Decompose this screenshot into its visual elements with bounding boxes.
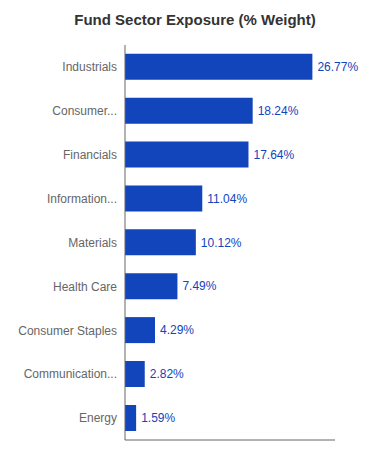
svg-text:7.49%: 7.49% (182, 279, 216, 293)
svg-text:Consumer...: Consumer... (52, 104, 117, 118)
svg-text:2.82%: 2.82% (150, 367, 184, 381)
svg-text:11.04%: 11.04% (207, 192, 247, 206)
svg-text:17.64%: 17.64% (253, 148, 294, 162)
svg-text:Consumer Staples: Consumer Staples (18, 324, 117, 338)
svg-text:Financials: Financials (63, 148, 117, 162)
svg-text:10.12%: 10.12% (201, 236, 242, 250)
svg-text:1.59%: 1.59% (141, 411, 175, 425)
svg-text:Industrials: Industrials (62, 60, 117, 74)
svg-text:4.29%: 4.29% (160, 323, 194, 337)
html-text:Fund Sector Exposure (% Weight: Fund Sector Exposure (% Weight) (74, 11, 316, 28)
svg-text:26.77%: 26.77% (317, 60, 358, 74)
svg-text:Health Care: Health Care (53, 280, 117, 294)
svg-text:Information...: Information... (47, 192, 117, 206)
svg-text:Energy: Energy (79, 411, 117, 425)
svg-text:Communication...: Communication... (24, 367, 117, 381)
svg-text:Materials: Materials (68, 236, 117, 250)
svg-text:18.24%: 18.24% (258, 104, 299, 118)
